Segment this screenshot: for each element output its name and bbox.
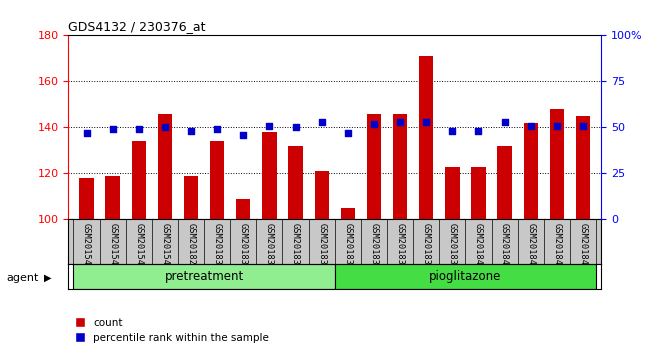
- Text: pioglitazone: pioglitazone: [429, 270, 502, 282]
- Bar: [105, 176, 120, 219]
- Point: [395, 119, 405, 125]
- Text: GSM201839: GSM201839: [448, 223, 457, 270]
- Text: GSM201542: GSM201542: [82, 223, 91, 270]
- Point: [473, 128, 484, 134]
- Point: [134, 126, 144, 132]
- Text: GSM201837: GSM201837: [396, 223, 404, 270]
- Bar: [289, 146, 303, 219]
- Text: GSM201843: GSM201843: [552, 223, 562, 270]
- Text: GSM201840: GSM201840: [474, 223, 483, 270]
- Text: GSM201545: GSM201545: [161, 223, 170, 270]
- Point: [343, 130, 353, 136]
- Bar: [341, 208, 355, 219]
- Text: GSM201844: GSM201844: [578, 223, 588, 270]
- Bar: [262, 132, 277, 219]
- Bar: [131, 141, 146, 219]
- Text: GDS4132 / 230376_at: GDS4132 / 230376_at: [68, 20, 206, 33]
- Bar: [445, 166, 460, 219]
- Text: GSM201838: GSM201838: [422, 223, 431, 270]
- Text: ▶: ▶: [44, 273, 52, 283]
- Bar: [184, 176, 198, 219]
- Point: [369, 121, 379, 127]
- Text: GSM201829: GSM201829: [187, 223, 196, 270]
- Bar: [471, 166, 486, 219]
- Point: [552, 123, 562, 129]
- Text: GSM201834: GSM201834: [317, 223, 326, 270]
- Text: GSM201835: GSM201835: [343, 223, 352, 270]
- Text: GSM201833: GSM201833: [291, 223, 300, 270]
- Point: [265, 123, 275, 129]
- Point: [499, 119, 510, 125]
- Text: GSM201543: GSM201543: [108, 223, 117, 270]
- Text: pretreatment: pretreatment: [164, 270, 244, 282]
- Point: [107, 126, 118, 132]
- Bar: [315, 171, 329, 219]
- Bar: [367, 114, 381, 219]
- Bar: [73, 264, 335, 289]
- Point: [186, 128, 196, 134]
- Point: [525, 123, 536, 129]
- Point: [160, 125, 170, 130]
- Text: GSM201836: GSM201836: [369, 223, 378, 270]
- Bar: [236, 199, 250, 219]
- Point: [447, 128, 458, 134]
- Bar: [393, 114, 408, 219]
- Bar: [79, 178, 94, 219]
- Bar: [419, 56, 434, 219]
- Bar: [158, 114, 172, 219]
- Text: GSM201842: GSM201842: [526, 223, 535, 270]
- Text: GSM201841: GSM201841: [500, 223, 509, 270]
- Point: [81, 130, 92, 136]
- Point: [291, 125, 301, 130]
- Bar: [576, 116, 590, 219]
- Text: GSM201830: GSM201830: [213, 223, 222, 270]
- Point: [421, 119, 432, 125]
- Point: [212, 126, 222, 132]
- Text: GSM201832: GSM201832: [265, 223, 274, 270]
- Bar: [523, 123, 538, 219]
- Bar: [550, 109, 564, 219]
- Legend: count, percentile rank within the sample: count, percentile rank within the sample: [70, 314, 273, 347]
- Bar: [335, 264, 596, 289]
- Text: GSM201544: GSM201544: [135, 223, 143, 270]
- Text: agent: agent: [6, 273, 39, 283]
- Text: GSM201831: GSM201831: [239, 223, 248, 270]
- Point: [578, 123, 588, 129]
- Bar: [497, 146, 512, 219]
- Bar: [210, 141, 224, 219]
- Point: [238, 132, 248, 138]
- Point: [317, 119, 327, 125]
